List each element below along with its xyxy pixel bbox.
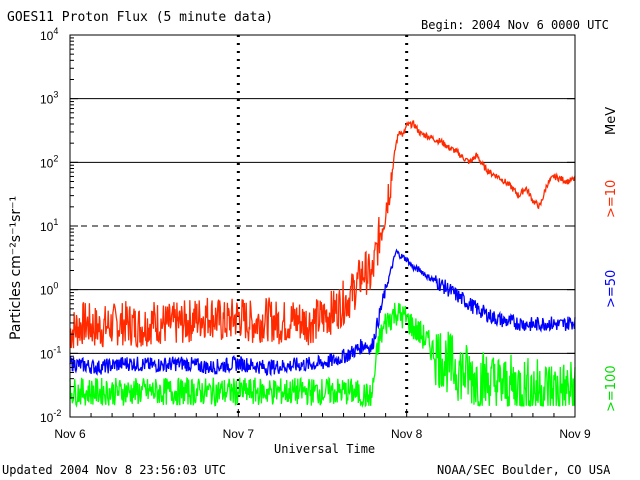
y-tick-label-4: 100 — [40, 281, 58, 298]
y-tick-label-5: 10-1 — [40, 344, 61, 361]
updated-timestamp: Updated 2004 Nov 8 23:56:03 UTC — [2, 463, 226, 477]
y-axis-label: Particles cm⁻²s⁻¹sr⁻¹ — [8, 195, 24, 340]
y-tick-label-1: 103 — [40, 90, 58, 107]
y-tick-label-0: 104 — [40, 26, 58, 43]
credit-label: NOAA/SEC Boulder, CO USA — [437, 463, 611, 477]
chart-title: GOES11 Proton Flux (5 minute data) — [7, 10, 274, 25]
y-tick-label-3: 101 — [40, 217, 58, 234]
legend-unit-label: MeV — [604, 106, 619, 135]
x-axis-label: Universal Time — [274, 442, 376, 456]
legend-red-label: >=10 — [604, 179, 619, 218]
x-tick-label-3: Nov 9 — [559, 427, 591, 441]
x-tick-label-0: Nov 6 — [54, 427, 86, 441]
y-tick-label-2: 102 — [40, 153, 58, 170]
legend-blue-label: >=50 — [604, 269, 619, 308]
y-tick-label-6: 10-2 — [40, 408, 61, 425]
series-line-10 — [69, 120, 576, 349]
x-tick-label-2: Nov 8 — [391, 427, 423, 441]
legend-green-label: >=100 — [604, 365, 619, 412]
x-tick-label-1: Nov 7 — [223, 427, 255, 441]
series-line-100 — [69, 302, 576, 408]
series-line-50 — [69, 248, 576, 377]
begin-time: Begin: 2004 Nov 6 0000 UTC — [421, 18, 609, 32]
